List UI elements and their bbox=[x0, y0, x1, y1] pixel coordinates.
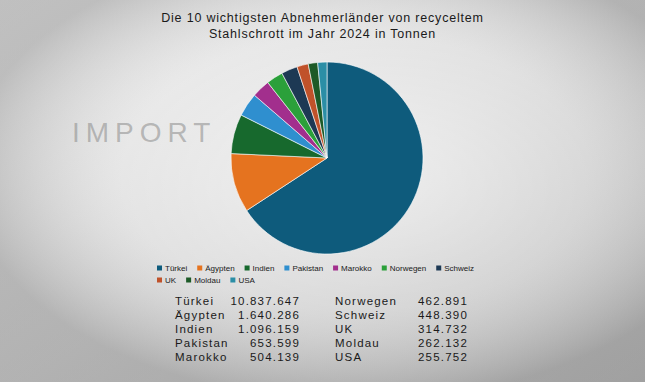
chart: IMPORT Die 10 wichtigsten Abnehmerländer … bbox=[0, 0, 645, 382]
table-value: 448.390 bbox=[418, 309, 468, 321]
legend-item: Marokko bbox=[333, 264, 372, 273]
legend-label: Türkei bbox=[165, 264, 187, 273]
legend-item: USA bbox=[230, 276, 255, 285]
table-country: Schweiz bbox=[335, 309, 386, 321]
table-country: Marokko bbox=[175, 351, 228, 363]
background-glow bbox=[0, 0, 645, 382]
legend-swatch bbox=[197, 266, 202, 271]
table-country: Norwegen bbox=[335, 295, 397, 307]
table-country: Türkei bbox=[175, 295, 214, 307]
table-value: 314.732 bbox=[418, 323, 468, 335]
legend-label: Pakistan bbox=[292, 264, 323, 273]
legend-item: Indien bbox=[245, 264, 275, 273]
table-value: 10.837.647 bbox=[230, 295, 300, 307]
table-country: Moldau bbox=[335, 337, 380, 349]
legend-swatch bbox=[157, 266, 162, 271]
legend-swatch bbox=[333, 266, 338, 271]
value-table: Türkei 10.837.647 Ägypten 1.640.286 Indien 1.… bbox=[175, 295, 468, 363]
title: Die 10 wichtigsten Abnehmerländer von re… bbox=[161, 11, 484, 41]
legend-label: Moldau bbox=[194, 276, 220, 285]
table-country: USA bbox=[335, 351, 362, 363]
legend-item: Schweiz bbox=[436, 264, 474, 273]
table-country: Pakistan bbox=[175, 337, 229, 349]
pie bbox=[231, 62, 423, 254]
table-country: UK bbox=[335, 323, 353, 335]
pie-slice bbox=[308, 62, 327, 158]
pie-slice bbox=[318, 62, 327, 158]
pie-slice bbox=[231, 154, 327, 211]
legend-swatch bbox=[245, 266, 250, 271]
table-value: 262.132 bbox=[418, 337, 468, 349]
table-country: Indien bbox=[175, 323, 214, 335]
table-value: 653.599 bbox=[250, 337, 300, 349]
table-value: 504.139 bbox=[250, 351, 300, 363]
table-value: 462.891 bbox=[418, 295, 468, 307]
table-value: 255.752 bbox=[418, 351, 468, 363]
table-country: Ägypten bbox=[175, 309, 226, 321]
table-value: 1.096.159 bbox=[238, 323, 300, 335]
legend: Türkei Ägypten Indien Pakistan Marokko Norweg… bbox=[157, 264, 474, 285]
legend-item: Ägypten bbox=[197, 264, 234, 273]
table-value: 1.640.286 bbox=[238, 309, 300, 321]
legend-label: USA bbox=[238, 276, 255, 285]
legend-label: UK bbox=[165, 276, 177, 285]
legend-label: Ägypten bbox=[205, 264, 234, 273]
legend-label: Marokko bbox=[341, 264, 372, 273]
background bbox=[0, 0, 645, 382]
legend-label: Norwegen bbox=[390, 264, 426, 273]
legend-swatch bbox=[157, 278, 162, 283]
legend-label: Schweiz bbox=[444, 264, 474, 273]
legend-item: UK bbox=[157, 276, 177, 285]
legend-swatch bbox=[284, 266, 289, 271]
legend-item: Türkei bbox=[157, 264, 187, 273]
legend-item: Moldau bbox=[186, 276, 220, 285]
legend-swatch bbox=[382, 266, 387, 271]
legend-swatch bbox=[436, 266, 441, 271]
legend-label: Indien bbox=[253, 264, 275, 273]
legend-item: Norwegen bbox=[382, 264, 426, 273]
legend-item: Pakistan bbox=[284, 264, 323, 273]
legend-swatch bbox=[230, 278, 235, 283]
watermark: IMPORT bbox=[72, 117, 216, 148]
legend-swatch bbox=[186, 278, 191, 283]
